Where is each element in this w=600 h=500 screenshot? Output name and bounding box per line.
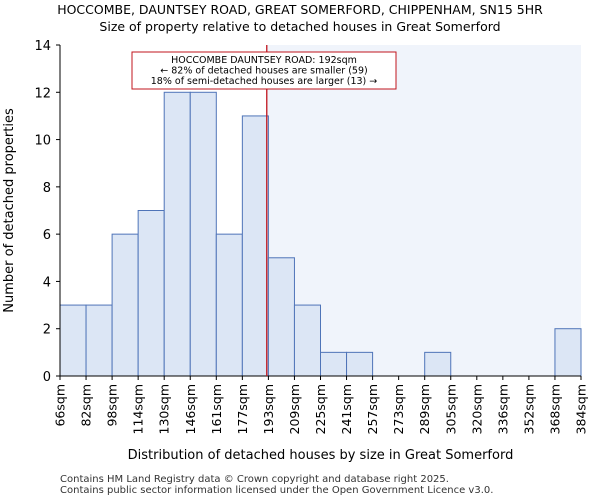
- x-tick-label: 146sqm: [183, 384, 198, 434]
- x-tick-label: 241sqm: [339, 384, 354, 434]
- y-tick-label: 4: [43, 275, 51, 290]
- x-tick-label: 82sqm: [79, 384, 94, 427]
- histogram-bar: [554, 328, 582, 377]
- y-axis-title: Number of detached properties: [2, 108, 17, 313]
- x-tick-label: 257sqm: [365, 384, 380, 434]
- x-tick-label: 305sqm: [443, 384, 458, 434]
- x-tick-label: 273sqm: [391, 384, 406, 434]
- x-tick-label: 320sqm: [469, 384, 484, 434]
- x-tick-label: 193sqm: [261, 384, 276, 434]
- x-axis-title: Distribution of detached houses by size …: [128, 448, 514, 463]
- x-tick-label: 225sqm: [313, 384, 328, 434]
- x-tick-label: 130sqm: [157, 384, 172, 434]
- x-tick-label: 177sqm: [235, 384, 250, 434]
- histogram-bar: [137, 210, 165, 377]
- histogram-bar: [85, 304, 113, 377]
- x-tick-label: 289sqm: [417, 384, 432, 434]
- histogram-bar: [215, 233, 243, 377]
- histogram-bar: [163, 91, 191, 377]
- y-tick-label: 14: [34, 39, 51, 54]
- y-tick-label: 0: [43, 370, 51, 385]
- y-tick-label: 8: [43, 181, 51, 196]
- histogram-bar: [346, 351, 374, 377]
- histogram-bar: [424, 351, 452, 377]
- x-tick-label: 114sqm: [131, 384, 146, 434]
- y-tick-label: 6: [43, 228, 51, 243]
- histogram-bar: [293, 304, 322, 377]
- x-tick-label: 384sqm: [574, 384, 589, 434]
- footer-copyright: Contains HM Land Registry data © Crown c…: [60, 474, 449, 485]
- annotation-text: 18% of semi-detached houses are larger (…: [151, 76, 378, 87]
- histogram-bar: [241, 115, 269, 377]
- histogram-bar: [189, 91, 217, 377]
- annotation-box: [131, 51, 397, 90]
- histogram-bar: [267, 257, 295, 377]
- chart-subtitle: Size of property relative to detached ho…: [99, 19, 501, 34]
- x-tick-label: 98sqm: [105, 384, 120, 427]
- y-tick-label: 2: [43, 323, 51, 338]
- x-tick-label: 336sqm: [495, 384, 510, 434]
- annotation-text: HOCCOMBE DAUNTSEY ROAD: 192sqm: [171, 55, 357, 66]
- y-tick-label: 12: [34, 86, 51, 101]
- footer-licence: Contains public sector information licen…: [60, 485, 494, 496]
- annotation-text: ← 82% of detached houses are smaller (59…: [160, 66, 367, 77]
- x-tick-label: 352sqm: [521, 384, 536, 434]
- histogram-bar: [59, 304, 87, 377]
- x-tick-label: 66sqm: [53, 384, 68, 427]
- y-tick-label: 10: [34, 134, 51, 149]
- x-tick-label: 209sqm: [287, 384, 302, 434]
- x-tick-label: 161sqm: [209, 384, 224, 434]
- x-tick-label: 368sqm: [547, 384, 562, 434]
- histogram-bar: [111, 233, 139, 377]
- chart-title: HOCCOMBE, DAUNTSEY ROAD, GREAT SOMERFORD…: [57, 2, 543, 17]
- histogram-bar: [320, 351, 348, 377]
